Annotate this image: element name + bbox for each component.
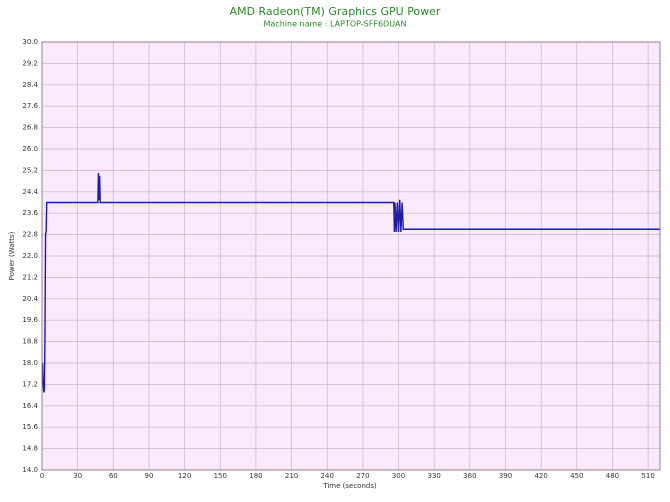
y-tick-label: 25.2 [22, 166, 38, 174]
x-axis-label: Time (seconds) [322, 482, 377, 490]
x-tick-label: 450 [570, 472, 583, 480]
y-tick-label: 28.4 [22, 81, 38, 89]
y-axis-label: Power (Watts) [8, 231, 16, 280]
y-tick-label: 26.8 [22, 124, 38, 132]
y-tick-label: 19.6 [22, 316, 38, 324]
plot-border [41, 41, 661, 471]
y-tick-label: 14.0 [22, 466, 38, 474]
x-tick-label: 0 [40, 472, 44, 480]
x-tick-label: 180 [249, 472, 262, 480]
y-tick-label: 17.2 [22, 380, 38, 388]
y-tick-label: 15.6 [22, 423, 38, 431]
y-tick-label: 18.8 [22, 338, 38, 346]
x-tick-label: 60 [109, 472, 118, 480]
x-tick-label: 150 [214, 472, 227, 480]
y-tick-label: 20.4 [22, 295, 38, 303]
x-tick-label: 510 [641, 472, 654, 480]
y-tick-label: 27.6 [22, 102, 38, 110]
x-tick-label: 240 [321, 472, 334, 480]
x-tick-label: 210 [285, 472, 298, 480]
x-tick-label: 300 [392, 472, 405, 480]
x-tick-label: 390 [499, 472, 512, 480]
x-tick-label: 420 [534, 472, 547, 480]
y-tick-label: 22.8 [22, 231, 38, 239]
x-tick-label: 330 [428, 472, 441, 480]
y-tick-label: 24.4 [22, 188, 38, 196]
x-tick-label: 120 [178, 472, 191, 480]
y-tick-label: 16.4 [22, 402, 38, 410]
y-tick-label: 21.2 [22, 273, 38, 281]
x-tick-label: 90 [145, 472, 154, 480]
chart-subtitle: Machine name : LAPTOP-SFF6DUAN [264, 20, 407, 29]
x-tick-label: 270 [356, 472, 369, 480]
x-tick-label: 480 [606, 472, 619, 480]
y-tick-label: 22.0 [22, 252, 38, 260]
x-tick-label: 30 [73, 472, 82, 480]
line-series [41, 173, 660, 393]
y-tick-label: 23.6 [22, 209, 38, 217]
y-tick-label: 29.2 [22, 59, 38, 67]
y-tick-label: 18.0 [22, 359, 38, 367]
chart-title: AMD Radeon(TM) Graphics GPU Power [230, 5, 441, 18]
y-tick-label: 30.0 [22, 38, 38, 46]
y-tick-label: 26.0 [22, 145, 38, 153]
x-tick-label: 360 [463, 472, 476, 480]
y-tick-label: 14.8 [22, 445, 38, 453]
